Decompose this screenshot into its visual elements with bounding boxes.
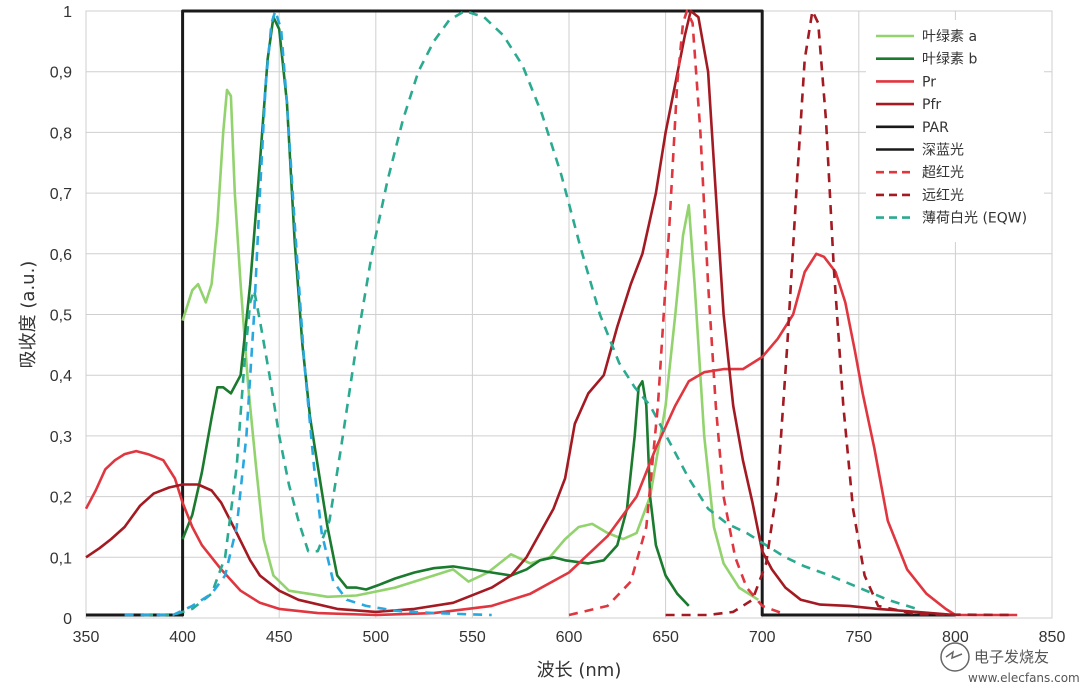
y-tick-label: 0,6 xyxy=(50,247,72,264)
legend-label: 远红光 xyxy=(922,188,964,204)
y-axis-label: 吸收度 (a.u.) xyxy=(18,261,39,369)
legend-label: 超红光 xyxy=(922,165,964,181)
series-line-7 xyxy=(665,9,1014,617)
y-tick-label: 1 xyxy=(63,4,72,21)
y-tick-label: 0,7 xyxy=(50,186,72,203)
series-line-3 xyxy=(85,9,956,617)
watermark: 电子发烧友 www.elecfans.com xyxy=(940,642,1079,685)
y-tick-label: 0,2 xyxy=(50,490,72,507)
tick-labels: 350 400 450 500 550 600 650 700 750 800 850 0 0,1 0,2… xyxy=(50,4,1066,646)
y-tick-label: 0,1 xyxy=(50,550,72,567)
y-tick-label: 0,5 xyxy=(50,308,72,325)
x-tick-label: 400 xyxy=(169,629,196,646)
x-tick-label: 750 xyxy=(845,629,872,646)
legend-background xyxy=(866,20,1044,242)
legend-label: 深蓝光 xyxy=(922,143,964,159)
y-tick-label: 0,4 xyxy=(50,368,72,385)
x-tick-label: 850 xyxy=(1039,629,1066,646)
legend-label: Pfr xyxy=(922,97,941,113)
x-tick-label: 650 xyxy=(652,629,679,646)
x-axis-label: 波长 (nm) xyxy=(537,660,622,681)
x-tick-label: 700 xyxy=(749,629,776,646)
series-line-9 xyxy=(124,9,492,617)
x-tick-label: 500 xyxy=(362,629,389,646)
x-tick-label: 450 xyxy=(266,629,293,646)
watermark-bolt-icon xyxy=(945,650,963,660)
y-tick-label: 0,8 xyxy=(50,125,72,142)
legend-label: 薄荷白光 (EQW) xyxy=(922,211,1027,227)
series-line-1 xyxy=(181,15,690,607)
watermark-logo-icon xyxy=(940,642,970,672)
y-tick-label: 0,3 xyxy=(50,429,72,446)
y-tick-label: 0,9 xyxy=(50,65,72,82)
legend-label: 叶绿素 a xyxy=(922,29,977,45)
legend-label: Pr xyxy=(922,74,936,90)
x-tick-label: 800 xyxy=(942,629,969,646)
legend-label: 叶绿素 b xyxy=(922,52,977,68)
x-tick-label: 600 xyxy=(556,629,583,646)
x-tick-label: 350 xyxy=(73,629,100,646)
y-tick-label: 0 xyxy=(63,611,72,628)
watermark-url: www.elecfans.com xyxy=(968,671,1079,685)
series-line-6 xyxy=(568,9,786,617)
legend-label: PAR xyxy=(922,120,949,136)
series-line-2 xyxy=(84,252,1018,617)
x-tick-label: 550 xyxy=(459,629,486,646)
series-line-0 xyxy=(181,88,759,601)
watermark-text: 电子发烧友 xyxy=(974,648,1049,666)
series-lines xyxy=(84,9,1018,617)
